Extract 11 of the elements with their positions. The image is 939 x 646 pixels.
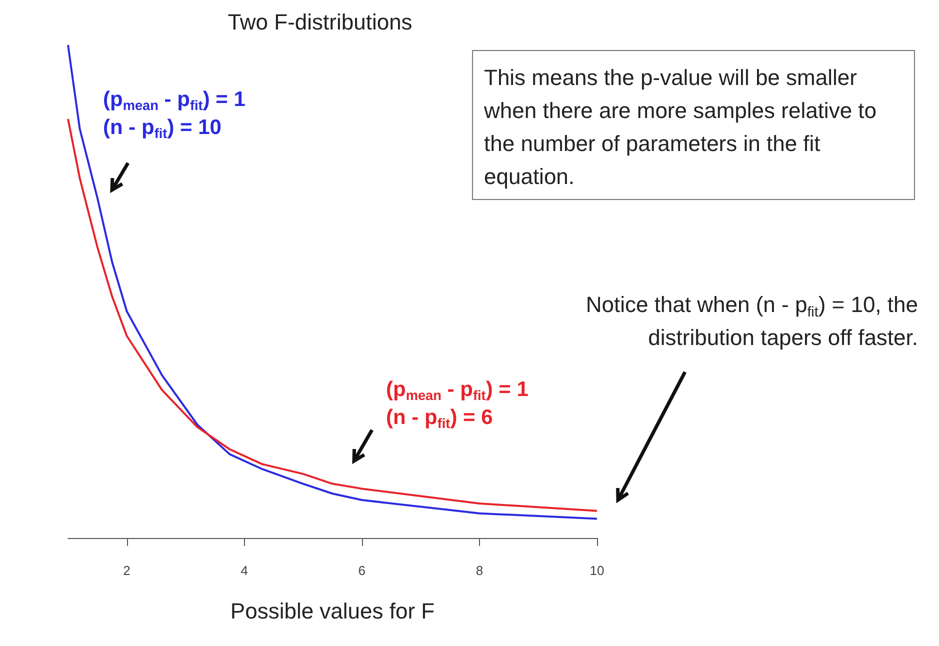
text: (p$_{mean}$ - p$_{fit}$) = 1 (n - p$_{fit}$) = 6 — [386, 378, 528, 432]
x-tick-label: 10 — [590, 563, 604, 578]
x-tick-label: 8 — [476, 563, 484, 578]
text: (p$_{mean}$ - p$_{fit}$) = 1 (n - p$_{fit}$) = 10 — [103, 88, 246, 142]
x-axis-title: Possible values for F — [230, 598, 435, 624]
x-tick-label: 2 — [123, 563, 130, 578]
chart-title: Two F-distributions — [228, 10, 412, 34]
x-tick-label: 6 — [358, 563, 366, 578]
annotation: Notice that when (n - p$_{fit}$) = 10, the distribution tapers off faster. — [584, 291, 918, 352]
x-tick-label: 4 — [240, 563, 248, 578]
annotation: This means the p-value will be smaller when there are more samples relative to the number of parameters in the fit equation. — [472, 50, 915, 200]
